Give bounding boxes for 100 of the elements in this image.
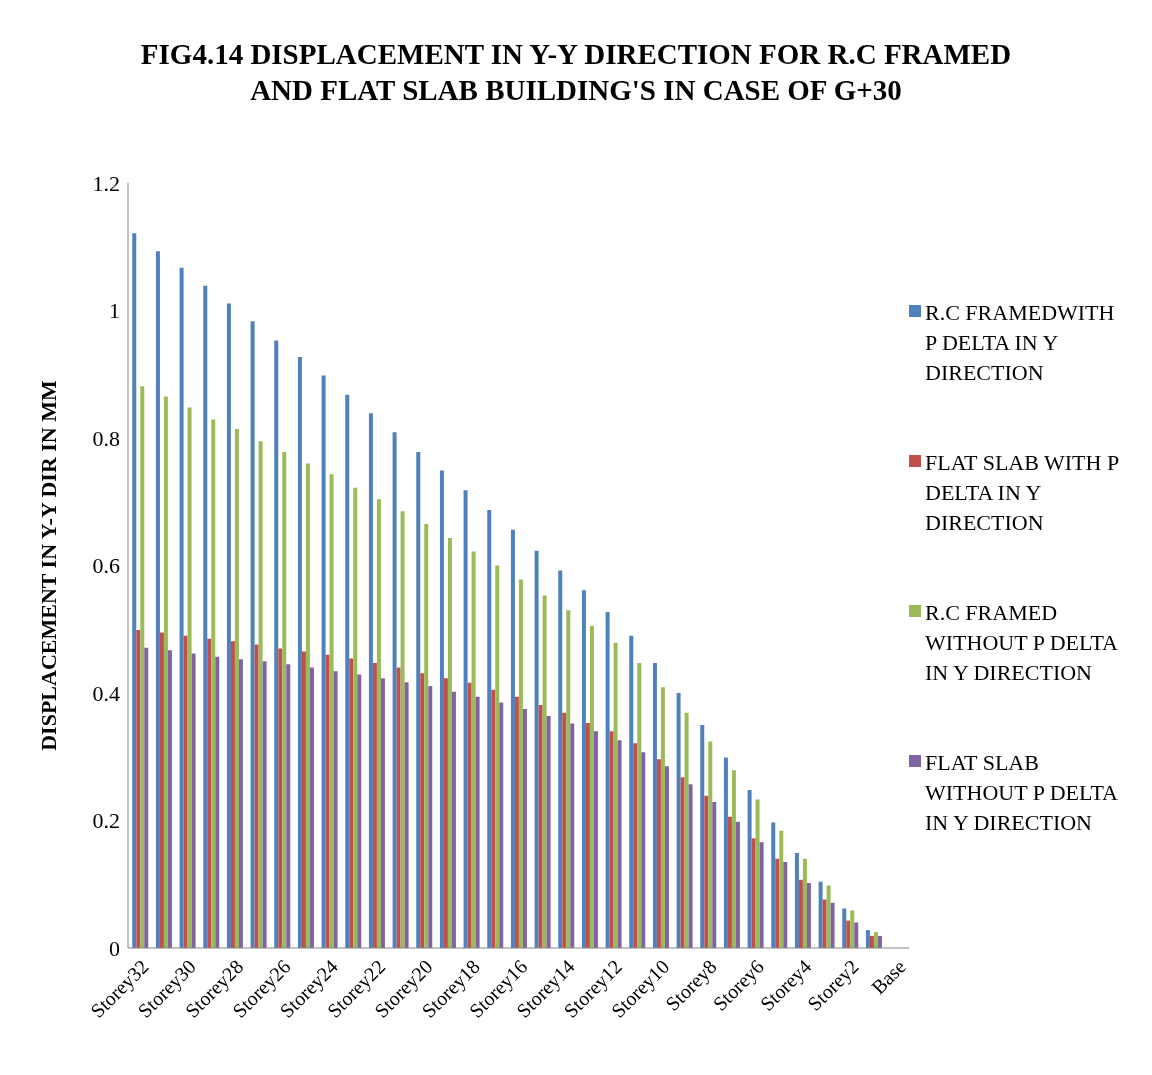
bar	[585, 722, 590, 948]
bar	[684, 712, 689, 948]
bar	[822, 899, 827, 948]
bar	[428, 685, 433, 948]
bar	[353, 487, 358, 948]
bar	[846, 920, 851, 948]
bar	[700, 724, 705, 948]
bar	[400, 511, 405, 948]
bar	[731, 770, 736, 948]
legend-label: FLAT SLAB WITH P DELTA IN Y DIRECTION	[925, 449, 1120, 537]
bar	[751, 838, 756, 948]
bar	[664, 766, 669, 948]
bar	[704, 795, 709, 948]
bar	[215, 656, 220, 948]
bar	[499, 702, 504, 948]
bar	[759, 842, 764, 948]
y-tick-label: 0.4	[92, 680, 120, 706]
bar	[325, 654, 330, 948]
y-tick-label: 0.8	[92, 425, 120, 451]
bar	[191, 653, 196, 948]
bar	[566, 610, 571, 948]
bar	[633, 743, 638, 948]
bar	[471, 551, 476, 948]
bar	[258, 441, 263, 948]
bar	[159, 632, 164, 948]
bar	[282, 452, 287, 948]
bar	[132, 233, 137, 948]
bar	[250, 321, 255, 948]
bar	[368, 413, 373, 948]
bar	[447, 538, 452, 948]
bar	[589, 626, 594, 948]
bar	[187, 407, 192, 948]
bar	[487, 510, 492, 948]
legend-label: FLAT SLAB WITHOUT P DELTA IN Y DIRECTION	[925, 749, 1119, 837]
bar	[226, 303, 231, 948]
bar	[818, 881, 823, 948]
bar	[309, 667, 314, 948]
bar	[826, 885, 831, 948]
bar	[475, 696, 480, 948]
bar	[609, 731, 614, 948]
bar	[345, 394, 350, 948]
bar	[542, 595, 547, 948]
bar	[534, 550, 539, 948]
x-tick-label: Base	[866, 955, 911, 999]
bar	[570, 723, 575, 948]
bar	[329, 474, 334, 948]
bar	[798, 879, 803, 948]
bar	[179, 267, 184, 948]
bar	[396, 667, 401, 948]
bar	[779, 830, 784, 948]
bar	[794, 853, 799, 948]
bar	[155, 251, 160, 948]
chart-title: FIG4.14 DISPLACEMENT IN Y-Y DIRECTION FOR R.C FRAMED AND FLAT SLAB BUILDING'S IN CASE OF G+30	[139, 37, 1013, 108]
bar	[463, 490, 468, 948]
bar	[850, 910, 855, 948]
bar	[783, 861, 788, 948]
bar	[416, 452, 421, 948]
bar	[286, 664, 291, 948]
y-tick-label: 1	[109, 298, 120, 324]
bar	[723, 757, 728, 948]
y-tick-label: 1.2	[92, 170, 120, 196]
bar	[617, 740, 622, 948]
bar	[865, 930, 870, 948]
bar	[518, 579, 523, 948]
bar	[301, 651, 306, 948]
bar	[660, 687, 665, 948]
bar	[230, 641, 235, 948]
bar	[380, 678, 385, 948]
bar	[278, 648, 283, 948]
bar	[802, 858, 807, 948]
bar	[372, 663, 377, 948]
bar	[297, 357, 302, 948]
bar	[357, 674, 362, 948]
bar	[676, 693, 681, 948]
bar	[467, 682, 472, 948]
bar	[305, 463, 310, 948]
bar	[641, 752, 646, 948]
bar	[558, 570, 563, 948]
bar	[136, 629, 141, 948]
bar	[680, 777, 685, 948]
bar	[581, 590, 586, 948]
bar	[869, 935, 874, 948]
bar	[349, 658, 354, 948]
bar	[163, 396, 168, 948]
bar	[238, 659, 243, 948]
bar	[755, 799, 760, 948]
bar	[439, 470, 444, 948]
bar	[211, 419, 216, 948]
bar	[424, 524, 429, 948]
bar	[333, 671, 338, 948]
y-tick-label: 0.2	[92, 808, 120, 834]
bar	[712, 802, 717, 948]
bar	[546, 715, 551, 948]
bar	[830, 902, 835, 948]
y-tick-label: 0	[109, 935, 120, 961]
bar	[747, 789, 752, 948]
bar	[538, 705, 543, 948]
bar	[183, 635, 188, 948]
bar	[451, 691, 456, 948]
legend-label: R.C FRAMED WITHOUT P DELTA IN Y DIRECTION	[925, 599, 1119, 687]
